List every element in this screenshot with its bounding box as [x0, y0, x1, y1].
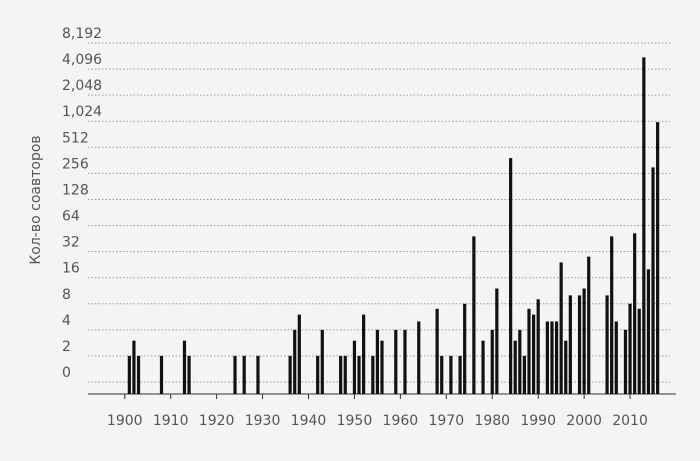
- bar: [440, 355, 444, 394]
- bar: [623, 329, 628, 394]
- x-tick-label: 1950: [337, 413, 373, 429]
- x-tick-label: 1920: [199, 413, 235, 429]
- bar: [394, 329, 398, 394]
- y-axis-title: Кол-во соавторов: [28, 135, 44, 264]
- bar: [509, 158, 513, 394]
- bar: [435, 308, 439, 394]
- bar: [339, 355, 343, 394]
- y-tick-label: 8,192: [62, 26, 102, 42]
- bar: [293, 329, 297, 394]
- bar: [559, 262, 563, 394]
- bar: [472, 236, 476, 394]
- bar: [320, 329, 324, 394]
- bar: [132, 340, 136, 394]
- bar: [587, 256, 591, 394]
- bar: [463, 303, 467, 394]
- bar: [481, 340, 485, 394]
- bar: [403, 329, 407, 394]
- bar: [159, 355, 164, 394]
- bar: [458, 355, 462, 394]
- bar: [651, 167, 655, 394]
- bar: [513, 340, 517, 394]
- bar: [380, 340, 384, 394]
- bar: [316, 355, 320, 394]
- bar: [610, 236, 614, 394]
- y-tick-label: 8: [62, 287, 71, 303]
- bar: [187, 355, 191, 394]
- bar: [642, 57, 646, 394]
- x-tick-label: 1970: [428, 413, 464, 429]
- bar: [357, 355, 361, 394]
- bar: [288, 355, 292, 394]
- x-tick-label: 1990: [520, 413, 556, 429]
- bar: [568, 295, 572, 394]
- y-tick-label: 1,024: [62, 104, 102, 120]
- bar: [136, 355, 141, 394]
- bar: [352, 340, 357, 394]
- bar: [646, 269, 651, 394]
- bar: [550, 321, 554, 394]
- y-tick-label: 0: [62, 365, 71, 381]
- x-tick-label: 1930: [245, 413, 281, 429]
- x-tick-label: 1940: [291, 413, 327, 429]
- x-tick-label: 2000: [566, 413, 602, 429]
- bar: [242, 355, 246, 394]
- bar: [554, 321, 559, 394]
- bar: [297, 314, 301, 394]
- bar: [375, 329, 380, 394]
- bar: [371, 355, 375, 394]
- y-tick-label: 32: [62, 235, 80, 251]
- x-tick-label: 1910: [153, 413, 189, 429]
- bar: [362, 314, 366, 394]
- y-tick-label: 2,048: [62, 78, 102, 94]
- bar: [605, 295, 609, 394]
- y-tick-label: 2: [62, 339, 71, 355]
- x-tick-label: 2010: [612, 413, 648, 429]
- y-tick-label: 4: [62, 313, 71, 329]
- x-tick-label: 1960: [383, 413, 419, 429]
- bar: [256, 355, 260, 394]
- bar: [545, 321, 549, 394]
- bar: [182, 340, 187, 394]
- bar: [614, 321, 618, 394]
- y-tick-label: 4,096: [62, 52, 102, 68]
- bar: [582, 288, 586, 394]
- bar: [233, 355, 237, 394]
- bar: [417, 321, 421, 394]
- y-tick-label: 256: [62, 156, 89, 172]
- bar: [564, 340, 568, 394]
- bar: [656, 122, 660, 394]
- bar: [577, 295, 582, 394]
- bar: [628, 303, 632, 394]
- bar: [518, 329, 522, 394]
- bar: [495, 288, 499, 394]
- bar: [637, 308, 641, 394]
- bar: [490, 329, 494, 394]
- x-tick-label: 1980: [474, 413, 510, 429]
- x-tick-label: 1900: [107, 413, 143, 429]
- y-tick-label: 512: [62, 130, 89, 146]
- bar: [527, 308, 531, 394]
- bar: [531, 314, 536, 394]
- bar: [522, 355, 527, 394]
- bar: [633, 233, 637, 394]
- y-tick-label: 64: [62, 209, 80, 225]
- bar: [343, 355, 347, 394]
- y-tick-label: 128: [62, 182, 89, 198]
- bar: [127, 355, 131, 394]
- bar: [536, 299, 540, 394]
- y-tick-label: 16: [62, 261, 80, 277]
- bar: [449, 355, 453, 394]
